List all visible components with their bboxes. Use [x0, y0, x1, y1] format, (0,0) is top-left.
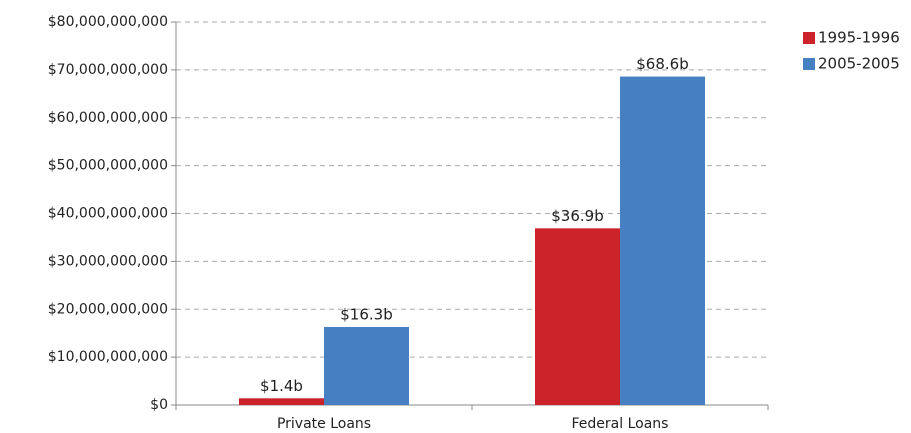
value-label: $68.6b	[636, 55, 688, 73]
y-tick-label: $60,000,000,000	[48, 110, 168, 126]
value-label: $16.3b	[340, 305, 392, 323]
y-tick-label: $0	[150, 397, 168, 413]
legend-label: 2005-2005	[818, 55, 900, 73]
value-label: $36.9b	[551, 207, 603, 225]
y-tick-label: $40,000,000,000	[48, 206, 168, 222]
x-tick-label: Federal Loans	[572, 416, 669, 432]
y-tick-label: $10,000,000,000	[48, 349, 168, 365]
bar	[324, 326, 409, 405]
y-tick-label: $30,000,000,000	[48, 253, 168, 269]
bar	[620, 76, 705, 405]
y-tick-label: $50,000,000,000	[48, 158, 168, 174]
bar	[239, 398, 324, 405]
bar	[535, 228, 620, 405]
legend-label: 1995-1996	[818, 29, 900, 47]
value-label: $1.4b	[260, 377, 303, 395]
legend-swatch	[803, 58, 815, 70]
y-tick-label: $20,000,000,000	[48, 301, 168, 317]
x-tick-label: Private Loans	[277, 416, 371, 432]
y-tick-label: $80,000,000,000	[48, 14, 168, 30]
legend-swatch	[803, 32, 815, 44]
y-tick-label: $70,000,000,000	[48, 62, 168, 78]
